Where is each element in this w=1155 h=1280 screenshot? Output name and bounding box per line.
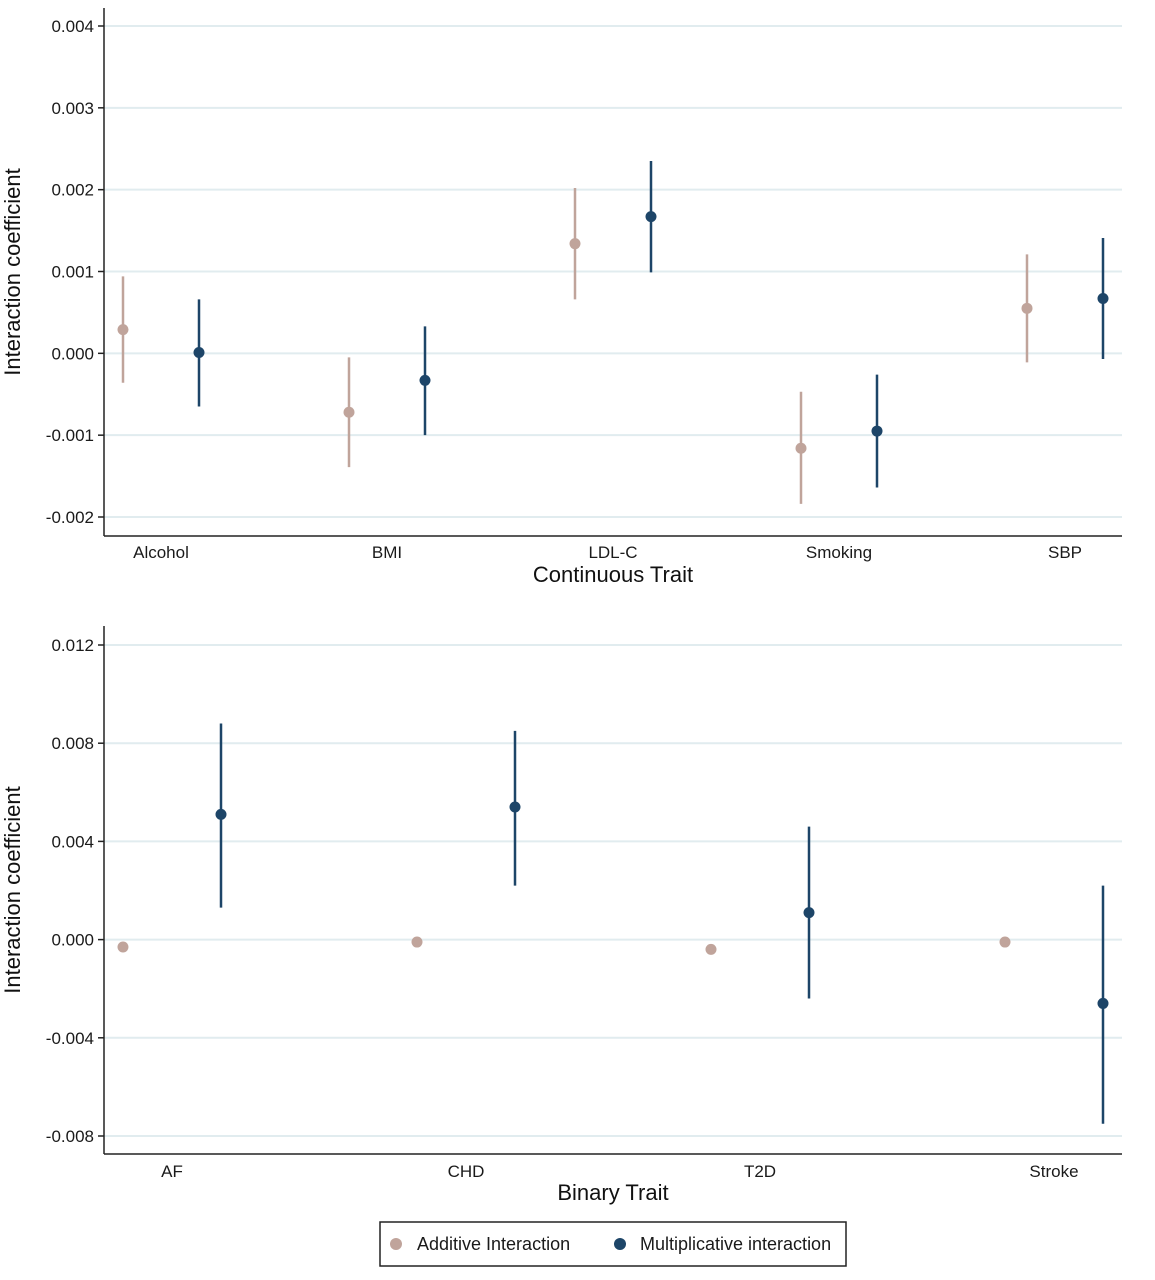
- point-additive: [705, 943, 717, 955]
- legend-marker-multiplicative: [614, 1238, 626, 1250]
- y-tick-label: -0.001: [46, 426, 94, 445]
- point-multiplicative: [803, 907, 815, 919]
- point-additive: [795, 442, 807, 454]
- x-tick-label: CHD: [448, 1162, 485, 1181]
- point-multiplicative: [871, 425, 883, 437]
- y-tick-label: -0.008: [46, 1127, 94, 1146]
- point-additive: [569, 238, 581, 250]
- point-multiplicative: [1097, 293, 1109, 305]
- y-tick-label: 0.012: [51, 636, 94, 655]
- y-tick-label: 0.004: [51, 17, 94, 36]
- legend-label-additive: Additive Interaction: [417, 1234, 570, 1254]
- legend-label-multiplicative: Multiplicative interaction: [640, 1234, 831, 1254]
- x-tick-label: Smoking: [806, 543, 872, 562]
- x-tick-label: BMI: [372, 543, 402, 562]
- y-tick-label: 0.000: [51, 344, 94, 363]
- point-multiplicative: [215, 808, 227, 820]
- binary-trait-panel: 0.012 0.008 0.004 0.000 -0.004 -0.008 AF CHD T2D…: [0, 626, 1122, 1205]
- point-multiplicative: [645, 211, 657, 223]
- point-additive: [343, 406, 355, 418]
- point-additive: [411, 936, 423, 948]
- x-axis-title: Continuous Trait: [533, 562, 693, 587]
- x-tick-label: AF: [161, 1162, 183, 1181]
- point-multiplicative: [1097, 997, 1109, 1009]
- legend-marker-additive: [390, 1238, 402, 1250]
- y-tick-label: 0.008: [51, 734, 94, 753]
- point-multiplicative: [419, 374, 431, 386]
- y-tick-label: 0.000: [51, 931, 94, 950]
- point-multiplicative: [193, 347, 205, 359]
- y-tick-label: -0.004: [46, 1029, 94, 1048]
- point-additive: [1021, 302, 1033, 314]
- x-tick-label: SBP: [1048, 543, 1082, 562]
- y-axis-title: Interaction coefficient: [0, 786, 25, 994]
- y-axis-title: Interaction coefficient: [0, 168, 25, 376]
- y-tick-label: 0.003: [51, 99, 94, 118]
- point-additive: [117, 941, 129, 953]
- x-tick-label: Stroke: [1029, 1162, 1078, 1181]
- continuous-trait-panel: 0.004 0.003 0.002 0.001 0.000 -0.001 -0.002 Alc…: [0, 8, 1122, 587]
- x-tick-label: LDL-C: [588, 543, 637, 562]
- y-tick-label: -0.002: [46, 508, 94, 527]
- legend: Additive Interaction Multiplicative inte…: [379, 1221, 847, 1267]
- point-multiplicative: [509, 801, 521, 813]
- point-additive: [117, 324, 129, 336]
- y-tick-label: 0.004: [51, 832, 94, 851]
- y-tick-label: 0.002: [51, 181, 94, 200]
- legend-box: [379, 1221, 847, 1267]
- x-tick-label: T2D: [744, 1162, 776, 1181]
- x-tick-label: Alcohol: [133, 543, 189, 562]
- x-axis-title: Binary Trait: [557, 1180, 668, 1205]
- point-additive: [999, 936, 1011, 948]
- y-tick-label: 0.001: [51, 263, 94, 282]
